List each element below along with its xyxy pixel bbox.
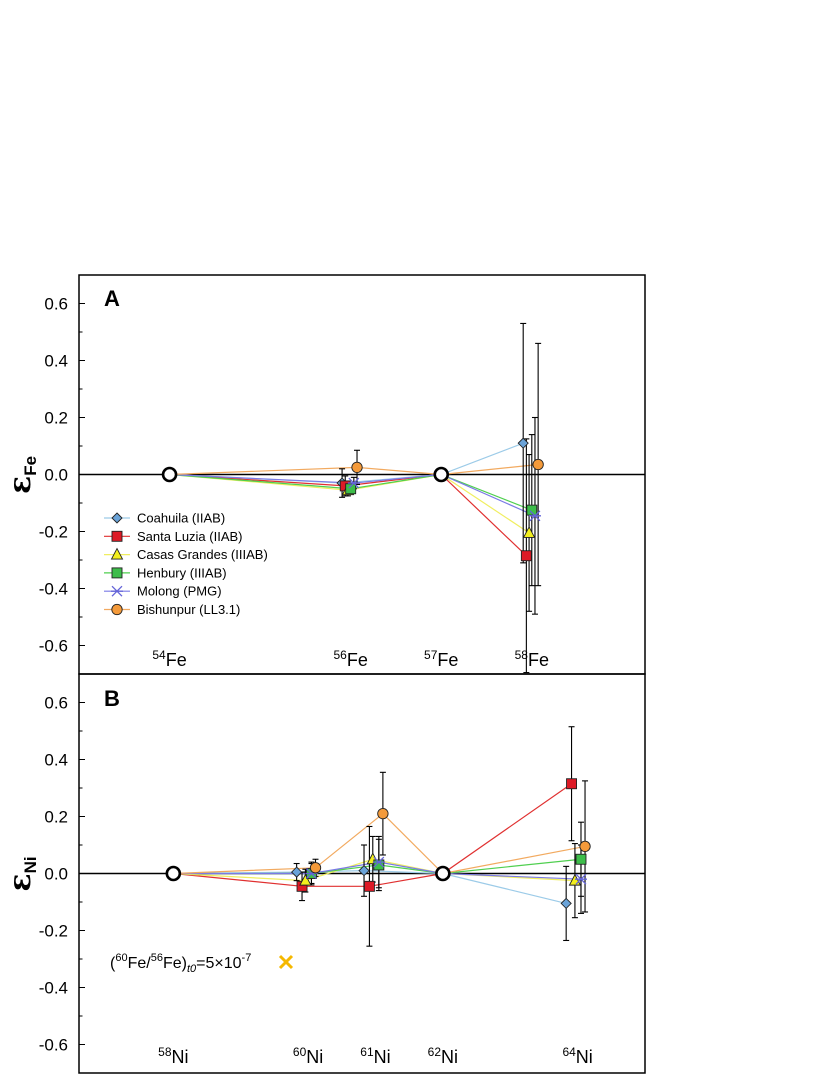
legend-marker [111,585,123,597]
panel-a-y-axis-label: εFe [3,456,40,494]
fe60-annotation-marker [278,954,294,970]
normalizing-point [165,865,182,882]
legend-marker [111,567,123,579]
y-tick-label: -0.4 [39,979,68,998]
data-point [363,880,375,892]
legend-marker [111,530,123,542]
panel-a-series-lines [169,442,539,557]
panel-a-isotope-labels: 54Fe 56Fe 57Fe 58Fe [152,648,549,670]
legend-marker [111,603,123,616]
legend-label: Casas Grandes (IIIAB) [137,547,268,562]
data-point [517,437,529,449]
isotope-label: 61Ni [360,1045,390,1067]
data-point [528,510,541,522]
panel-a-error-bars [339,322,542,674]
data-point [526,504,538,516]
panel-a-label: A [104,286,120,311]
legend-item: Molong (PMG) [104,584,222,599]
normalizing-point [435,865,451,882]
x-marker [278,954,294,970]
data-point [574,873,587,885]
data-point [560,897,572,910]
isotope-label: 58Ni [158,1045,188,1067]
y-tick-label: 0.0 [44,466,68,485]
panel-b: -0.6 -0.4 -0.2 0.0 0.2 0.4 0.6 58Ni 60Ni 61Ni 62N… [3,673,646,1074]
y-tick-label: 0.2 [44,409,68,428]
y-tick-label: 0.4 [44,751,68,770]
isotope-label: 56Fe [333,648,367,670]
legend-label: Coahuila (IIAB) [137,511,225,526]
data-point [309,862,322,874]
y-tick-label: 0.4 [44,352,68,371]
panel-b-label: B [104,686,120,711]
legend-item: Bishunpur (LL3.1) [104,602,240,617]
panel-b-y-ticks: -0.6 -0.4 -0.2 0.0 0.2 0.4 0.6 [39,673,85,1074]
isotope-label: 60Ni [293,1045,323,1067]
panel-a-normalizing-points [161,466,450,483]
isotope-label: 64Ni [562,1045,592,1067]
legend-label: Henbury (IIIAB) [137,565,227,580]
y-tick-label: -0.2 [39,922,68,941]
y-tick-label: -0.4 [39,580,68,599]
legend-item: Henbury (IIIAB) [104,565,227,580]
legend-label: Bishunpur (LL3.1) [137,602,240,617]
y-tick-label: 0.6 [44,295,68,314]
y-tick-label: -0.6 [39,1036,68,1055]
legend: Coahuila (IIAB) Santa Luzia (IIAB) Casas G… [104,511,268,617]
normalizing-point [161,466,178,483]
legend-item: Casas Grandes (IIIAB) [104,547,268,562]
data-point [520,550,532,562]
legend-item: Coahuila (IIAB) [104,511,225,526]
data-point [347,477,360,489]
isotope-label: 58Fe [515,648,549,670]
panel-b-markers [291,778,591,910]
panel-b-isotope-labels: 58Ni 60Ni 61Ni 62Ni 64Ni [158,1045,593,1067]
normalizing-point [433,466,450,483]
series-line [169,473,527,557]
panel-a-markers [336,437,544,562]
legend-marker [110,547,124,560]
series-line [169,473,533,511]
series-line [169,473,536,517]
data-point [351,461,363,474]
legend-item: Santa Luzia (IIAB) [104,529,243,544]
legend-label: Molong (PMG) [137,584,222,599]
y-tick-label: 0.0 [44,865,68,884]
data-point [377,808,389,820]
data-point [291,866,303,878]
isotope-label: 57Fe [424,648,458,670]
y-tick-label: -0.2 [39,523,68,542]
data-point [299,873,312,886]
data-point [532,458,544,471]
y-tick-label: 0.2 [44,808,68,827]
data-point [372,856,385,868]
y-tick-label: 0.6 [44,694,68,713]
isotope-label: 62Ni [428,1045,458,1067]
fe60-annotation-text: (60Fe/56Fe)t0=5×10-7 [110,952,251,975]
data-point [345,483,357,495]
panel-b-error-bars [293,726,589,947]
data-point [358,865,370,877]
legend-label: Santa Luzia (IIAB) [137,529,243,544]
data-point [566,778,578,790]
data-point [579,840,591,853]
data-point [522,525,536,538]
isotope-label: 54Fe [152,648,186,670]
legend-marker [111,512,123,524]
y-tick-label: -0.6 [39,637,68,656]
data-point [575,853,587,865]
series-line [169,463,539,476]
panel-a-y-ticks: -0.6 -0.4 -0.2 0.0 0.2 0.4 0.6 [39,274,85,675]
data-point [373,859,385,871]
panel-b-y-axis-label: εNi [3,856,40,891]
panel-a: -0.6 -0.4 -0.2 0.0 0.2 0.4 0.6 54Fe 56Fe 57Fe 58F… [3,274,646,675]
panel-b-normalizing-points [165,865,451,882]
